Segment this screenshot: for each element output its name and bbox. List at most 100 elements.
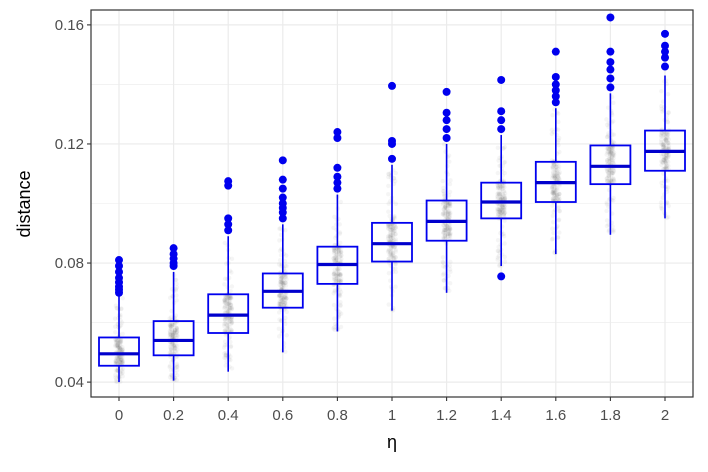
jitter-point	[550, 164, 555, 170]
jitter-point	[445, 234, 451, 239]
jitter-point	[441, 260, 446, 265]
jitter-point	[662, 155, 667, 161]
jitter-point	[276, 334, 282, 339]
jitter-point	[606, 170, 611, 175]
outlier-point	[442, 116, 451, 125]
jitter-point	[444, 210, 449, 216]
jitter-point	[113, 359, 118, 364]
jitter-point	[393, 261, 398, 267]
jitter-point	[553, 184, 558, 190]
jitter-point	[610, 147, 615, 152]
jitter-point	[223, 353, 228, 358]
jitter-point	[119, 357, 124, 362]
jitter-point	[226, 316, 232, 322]
jitter-point	[607, 151, 612, 156]
jitter-point	[664, 137, 669, 142]
jitter-point	[440, 259, 445, 264]
jitter-point	[282, 258, 288, 264]
jitter-point	[120, 370, 126, 375]
jitter-point	[447, 226, 453, 231]
jitter-point	[551, 190, 556, 196]
jitter-point	[664, 130, 670, 136]
jitter-point	[388, 224, 393, 230]
jitter-point	[501, 212, 507, 217]
jitter-point	[337, 231, 343, 236]
jitter-point	[549, 185, 555, 190]
jitter-point	[659, 106, 664, 112]
jitter-point	[283, 283, 289, 288]
jitter-point	[337, 279, 342, 285]
jitter-point	[331, 248, 337, 253]
jitter-point	[610, 151, 616, 157]
jitter-point	[338, 249, 344, 254]
jitter-point	[444, 231, 450, 237]
jitter-point	[607, 167, 612, 173]
jitter-point	[390, 231, 396, 236]
outlier-point	[661, 47, 669, 56]
jitter-point	[496, 191, 502, 197]
jitter-point	[502, 191, 508, 196]
jitter-point	[661, 139, 667, 145]
jitter-point	[223, 355, 228, 360]
jitter-point	[224, 304, 230, 309]
jitter-point	[659, 154, 665, 160]
jitter-point	[604, 200, 609, 205]
jitter-point	[441, 142, 447, 147]
jitter-point	[609, 155, 615, 160]
jitter-point	[284, 263, 289, 269]
jitter-point	[441, 264, 446, 269]
jitter-point	[608, 148, 614, 153]
jitter-point	[441, 212, 447, 218]
jitter-point	[443, 204, 448, 209]
jitter-point	[551, 188, 556, 194]
jitter-point	[279, 275, 284, 281]
jitter-point	[168, 332, 174, 337]
jitter-point	[392, 244, 398, 249]
jitter-point	[118, 357, 123, 362]
outlier-point	[606, 83, 615, 92]
outlier-point	[442, 87, 451, 96]
jitter-point	[443, 227, 448, 233]
jitter-point	[550, 184, 556, 190]
jitter-point	[496, 190, 501, 196]
jitter-point	[606, 222, 611, 227]
jitter-point	[447, 214, 453, 220]
jitter-point	[280, 295, 285, 300]
jitter-point	[666, 214, 671, 220]
jitter-point	[168, 324, 173, 329]
jitter-point	[222, 321, 228, 326]
jitter-point	[441, 207, 447, 212]
jitter-point	[391, 229, 396, 235]
outlier-point	[661, 53, 669, 62]
jitter-point	[337, 272, 343, 278]
jitter-point	[607, 173, 612, 179]
jitter-point	[440, 230, 446, 235]
outlier-point	[333, 178, 342, 187]
jitter-point	[608, 158, 614, 163]
jitter-point	[228, 288, 233, 294]
jitter-point	[495, 207, 501, 212]
jitter-point	[277, 248, 283, 253]
jitter-point	[606, 133, 611, 138]
jitter-point	[502, 211, 507, 216]
jitter-point	[282, 294, 287, 299]
jitter-point	[440, 188, 446, 194]
jitter-point	[283, 280, 288, 285]
jitter-point	[659, 141, 664, 147]
jitter-point	[551, 184, 557, 189]
jitter-point	[607, 169, 612, 174]
jitter-point	[551, 190, 556, 196]
jitter-point	[446, 210, 452, 216]
jitter-point	[167, 332, 173, 338]
jitter-point	[502, 194, 507, 199]
jitter-point	[549, 131, 555, 137]
jitter-point	[555, 235, 561, 240]
jitter-point	[443, 204, 448, 209]
jitter-point	[173, 313, 179, 318]
jitter-point	[607, 156, 612, 162]
jitter-point	[442, 236, 447, 241]
jitter-point	[606, 175, 611, 180]
jitter-point	[500, 184, 505, 189]
x-tick-label: 1.4	[491, 407, 512, 424]
jitter-point	[281, 276, 286, 281]
